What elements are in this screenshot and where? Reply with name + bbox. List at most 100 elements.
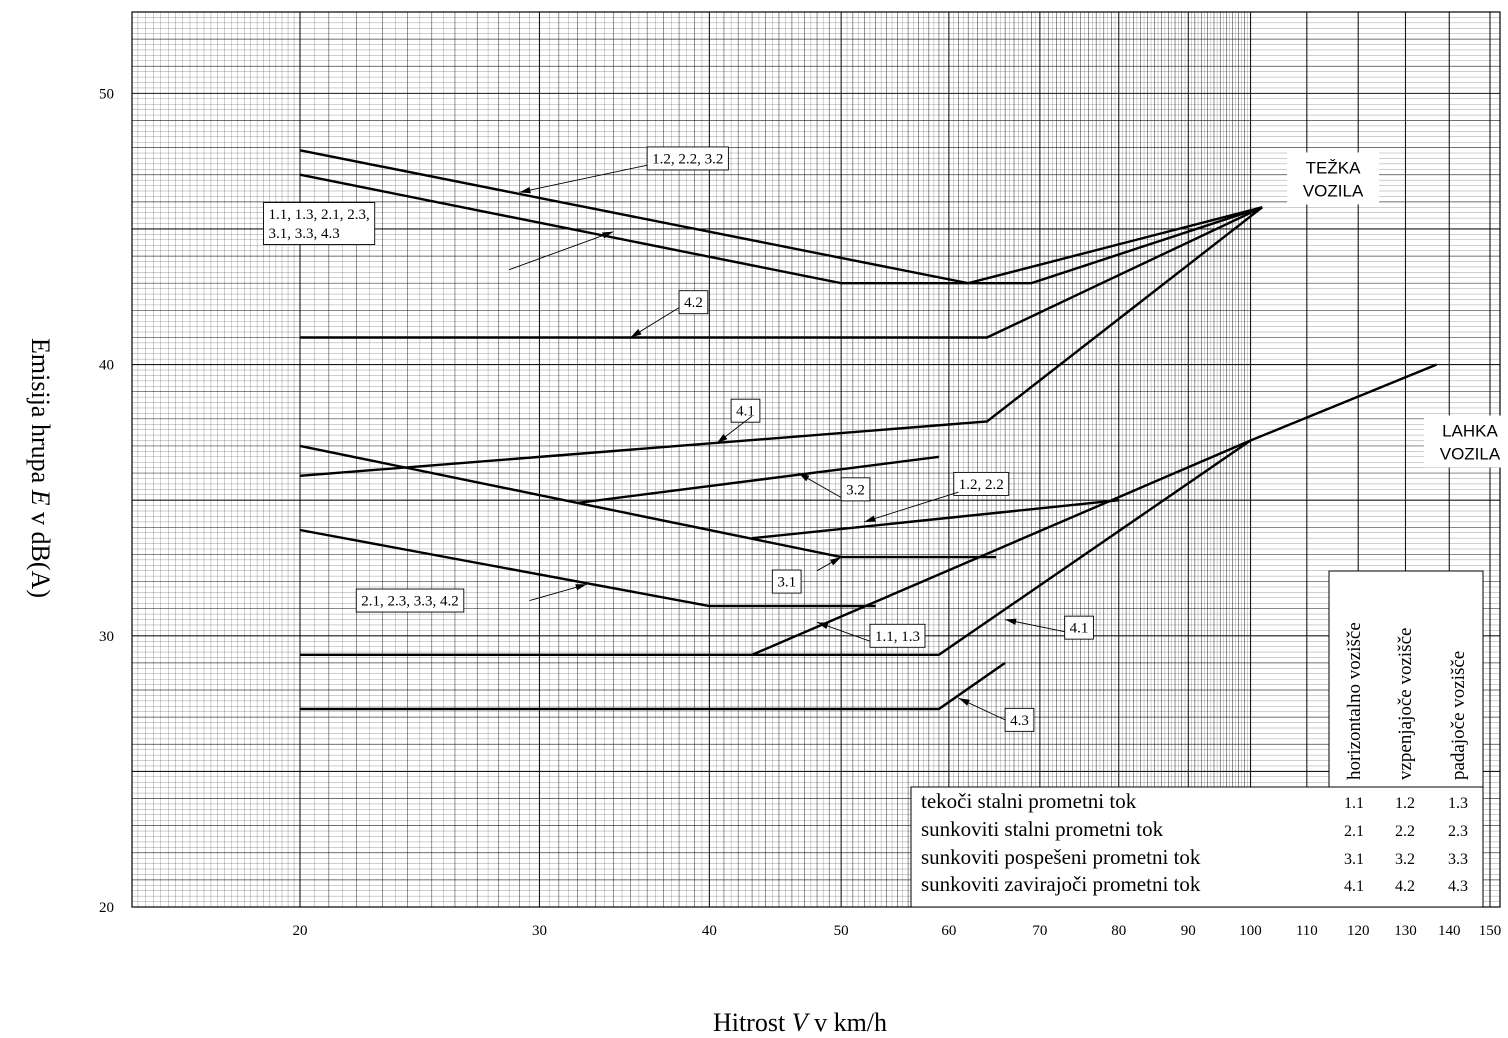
annotation-leader bbox=[519, 164, 648, 193]
region-label: TEŽKA VOZILA bbox=[1287, 152, 1380, 205]
region-label-line2: VOZILA bbox=[1440, 445, 1501, 464]
annotation-label: 2.1, 2.3, 3.3, 4.2 bbox=[355, 583, 587, 613]
plot-frame bbox=[131, 11, 1501, 908]
legend-row-code: 4.1 bbox=[1344, 878, 1364, 895]
annotation-arrowhead bbox=[864, 515, 876, 522]
annotation-arrowhead bbox=[716, 433, 728, 444]
legend-row-label: sunkoviti zavirajoči prometni tok bbox=[921, 872, 1201, 896]
y-tick-label: 30 bbox=[99, 629, 114, 645]
annotation-label: 1.2, 2.2, 3.2 bbox=[519, 146, 729, 194]
annotation-text: 1.2, 2.2, 3.2 bbox=[652, 151, 723, 167]
annotation-text: 3.1 bbox=[777, 575, 796, 591]
series-line-heavy bbox=[577, 455, 940, 505]
annotation-arrowhead bbox=[519, 186, 531, 194]
region-labels: TEŽKA VOZILA LAHKA VOZILA bbox=[1287, 152, 1508, 468]
legend-row-code: 1.2 bbox=[1395, 795, 1415, 812]
legend-row-label: sunkoviti pospešeni prometni tok bbox=[921, 845, 1201, 869]
annotation-label: 1.2, 2.2 bbox=[864, 471, 1010, 523]
annotation-label: 3.1 bbox=[771, 556, 842, 594]
annotation-text: 3.2 bbox=[846, 482, 865, 498]
legend-row-code: 3.1 bbox=[1344, 851, 1364, 868]
region-label-line1: TEŽKA bbox=[1306, 158, 1361, 177]
series-line-light bbox=[299, 528, 876, 608]
x-tick-label: 110 bbox=[1296, 923, 1318, 939]
annotation-text: 3.1, 3.3, 4.3 bbox=[268, 226, 339, 242]
region-label-bg bbox=[1287, 152, 1380, 205]
series-line-light bbox=[299, 444, 997, 559]
legend-row-code: 2.2 bbox=[1395, 823, 1415, 840]
annotation-arrowhead bbox=[1005, 618, 1017, 625]
legend-column-header: padajoče vozišče bbox=[1448, 651, 1469, 780]
annotation-box bbox=[771, 569, 802, 594]
legend-row-label: tekoči stalni prometni tok bbox=[921, 789, 1137, 813]
y-tick-label: 40 bbox=[99, 358, 114, 374]
series-line-heavy bbox=[299, 149, 1263, 285]
legend-row-code: 4.3 bbox=[1448, 878, 1468, 895]
region-label-line1: LAHKA bbox=[1442, 422, 1498, 441]
legend-row-code: 4.2 bbox=[1395, 878, 1415, 895]
series-line-heavy bbox=[300, 206, 1263, 339]
legend-table: horizontalno vozišče vzpenjajoče vozišče p… bbox=[910, 570, 1484, 908]
legend-row-code: 1.1 bbox=[1344, 795, 1364, 812]
annotation-text: 2.1, 2.3, 3.3, 4.2 bbox=[361, 594, 459, 610]
annotations: 1.2, 2.2, 3.2 1.1, 1.3, 2.1, 2.3, 3.1, 3.3… bbox=[263, 146, 1094, 732]
annotation-text: 4.2 bbox=[684, 295, 703, 311]
x-axis-label: Hitrost V v km/h bbox=[713, 1008, 887, 1037]
annotation-text: 1.1, 1.3, 2.1, 2.3, bbox=[268, 207, 369, 223]
region-label-bg bbox=[1423, 415, 1508, 468]
legend-row-code: 2.1 bbox=[1344, 823, 1364, 840]
annotation-label: 4.1 bbox=[1005, 615, 1094, 640]
annotation-box bbox=[840, 477, 871, 502]
annotation-box bbox=[730, 398, 761, 423]
x-tick-label: 140 bbox=[1438, 923, 1461, 939]
region-label-line2: VOZILA bbox=[1303, 181, 1364, 200]
annotation-label: 4.1 bbox=[716, 398, 761, 444]
annotation-label: 4.3 bbox=[958, 697, 1035, 732]
annotation-arrowhead bbox=[798, 473, 810, 482]
series-line-heavy bbox=[299, 206, 1263, 477]
annotation-arrowhead bbox=[575, 584, 587, 591]
annotation-text: 4.1 bbox=[736, 404, 755, 420]
x-tick-label: 40 bbox=[702, 923, 717, 939]
annotation-label: 4.2 bbox=[630, 290, 709, 338]
annotation-label: 1.1, 1.3 bbox=[816, 621, 926, 648]
x-tick-label: 60 bbox=[941, 923, 956, 939]
grid bbox=[132, 11, 1500, 908]
legend-row-code: 3.3 bbox=[1448, 851, 1468, 868]
x-tick-label: 90 bbox=[1181, 923, 1196, 939]
x-tick-label: 20 bbox=[293, 923, 308, 939]
x-tick-label: 80 bbox=[1111, 923, 1126, 939]
annotation-box bbox=[953, 471, 1010, 496]
annotation-text: 1.2, 2.2 bbox=[959, 477, 1004, 493]
x-tick-label: 130 bbox=[1394, 923, 1417, 939]
legend-row-code: 3.2 bbox=[1395, 851, 1415, 868]
legend-row-label: sunkoviti stalni prometni tok bbox=[921, 817, 1164, 841]
annotation-box bbox=[869, 623, 926, 648]
legend-column-header: vzpenjajoče vozišče bbox=[1395, 628, 1416, 780]
x-tick-label: 30 bbox=[532, 923, 547, 939]
series-lines bbox=[299, 149, 1437, 711]
annotation-box bbox=[646, 146, 729, 171]
series-line-heavy bbox=[299, 173, 1263, 285]
annotation-box bbox=[263, 202, 376, 245]
annotation-text: 4.3 bbox=[1010, 713, 1029, 729]
x-tick-label: 50 bbox=[834, 923, 849, 939]
y-tick-label: 50 bbox=[99, 86, 114, 102]
y-axis-ticks: 20 30 40 50 bbox=[99, 86, 114, 916]
x-tick-label: 70 bbox=[1032, 923, 1047, 939]
annotation-arrowhead bbox=[958, 698, 970, 706]
series-line-light bbox=[300, 439, 1252, 656]
y-axis-label: Emisija hrupa E v dB(A) bbox=[26, 338, 55, 598]
annotation-leader bbox=[509, 231, 614, 271]
x-tick-label: 100 bbox=[1239, 923, 1262, 939]
series-line-light bbox=[751, 499, 1119, 540]
annotation-leader bbox=[864, 491, 959, 523]
annotation-text: 4.1 bbox=[1070, 621, 1089, 637]
annotation-text: 1.1, 1.3 bbox=[875, 629, 920, 645]
annotation-box bbox=[1064, 615, 1094, 640]
x-tick-label: 120 bbox=[1347, 923, 1370, 939]
annotation-box bbox=[355, 588, 465, 613]
x-tick-label: 150 bbox=[1479, 923, 1502, 939]
series-line-light bbox=[300, 661, 1006, 711]
legend-body-box bbox=[910, 786, 1484, 908]
